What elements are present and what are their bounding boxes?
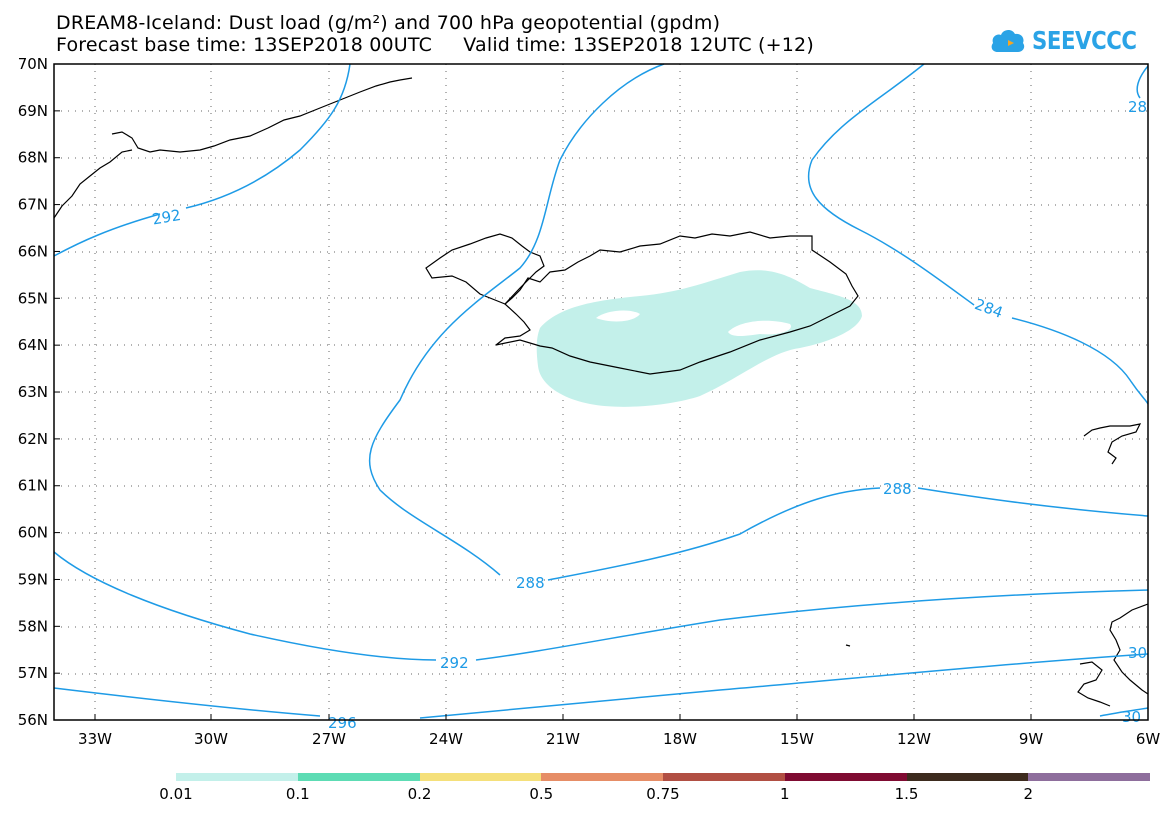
contour-296 (53, 653, 1149, 719)
map-title: DREAM8-Iceland: Dust load (g/m²) and 700… (56, 12, 721, 34)
lon-label-9W: 9W (1019, 730, 1044, 748)
contour-284 (807, 63, 1149, 405)
colorbar-swatch (541, 773, 663, 781)
greenland-coastline (111, 77, 413, 153)
colorbar-label: 0.01 (159, 785, 193, 803)
latitude-axis: 70N 69N 68N 67N 66N 65N 64N 63N 62N 61N 60N 59N 58N 5… (18, 55, 60, 729)
colorbar-label: 0.75 (646, 785, 680, 803)
scotland-coastline (1109, 603, 1149, 695)
contour-292-north (53, 63, 351, 257)
lon-label-18W: 18W (663, 730, 697, 748)
contour-label-30-edge: 30 (1128, 644, 1147, 662)
lat-label-66N: 66N (18, 242, 48, 260)
colorbar-label: 1.5 (894, 785, 919, 803)
lon-label-30W: 30W (194, 730, 228, 748)
lat-label-56N: 56N (18, 711, 48, 729)
westfjords-coastline (425, 233, 545, 305)
lat-label-65N: 65N (18, 289, 48, 307)
contour-label-30-bottom: 30 (1122, 708, 1141, 726)
lat-label-67N: 67N (18, 196, 48, 214)
lat-label-63N: 63N (18, 383, 48, 401)
logo-text: SEEVCCC (1032, 25, 1137, 55)
colorbar-swatch (784, 773, 907, 781)
colorbar-label: 0.1 (285, 785, 310, 803)
lat-label-58N: 58N (18, 617, 48, 635)
colorbar-swatch (176, 773, 298, 781)
cloud-icon (991, 29, 1025, 52)
lat-label-69N: 69N (18, 102, 48, 120)
contour-label-296: 296 (328, 714, 357, 732)
lon-label-6W: 6W (1136, 730, 1161, 748)
lon-label-24W: 24W (429, 730, 463, 748)
lon-label-15W: 15W (780, 730, 814, 748)
lat-label-61N: 61N (18, 477, 48, 495)
lon-label-33W: 33W (78, 730, 112, 748)
colorbar-label: 0.5 (529, 785, 554, 803)
contour-label-288-south: 288 (516, 574, 545, 592)
map-subtitle-times: Forecast base time: 13SEP2018 00UTC Vali… (56, 34, 814, 56)
dust-colorbar (176, 773, 1150, 781)
geopotential-contours (53, 63, 1149, 719)
lat-label-59N: 59N (18, 570, 48, 588)
contour-label-288-east: 288 (883, 480, 912, 498)
coastlines (53, 77, 1149, 707)
iceland-coastline (495, 231, 859, 375)
colorbar-swatch (297, 773, 420, 781)
colorbar-label: 1 (779, 785, 790, 803)
lon-label-27W: 27W (312, 730, 346, 748)
contour-label-292-south: 292 (440, 654, 469, 672)
lat-label-70N: 70N (18, 55, 48, 73)
seevccc-logo: SEEVCCC (990, 20, 1155, 60)
lat-label-60N: 60N (18, 524, 48, 542)
colorbar-swatch (663, 773, 785, 781)
lat-label-62N: 62N (18, 430, 48, 448)
lat-label-57N: 57N (18, 664, 48, 682)
lat-label-64N: 64N (18, 336, 48, 354)
lat-label-68N: 68N (18, 149, 48, 167)
colorbar-label: 0.2 (407, 785, 432, 803)
contour-label-284: 284 (972, 295, 1005, 322)
contour-label-292-north: 292 (151, 206, 182, 229)
colorbar-label: 2 (1023, 785, 1034, 803)
longitude-axis: 33W 30W 27W 24W 21W 18W 15W 12W 9W 6W (78, 714, 1160, 748)
contour-label-28-edge: 28 (1128, 98, 1147, 116)
colorbar-swatch (419, 773, 542, 781)
colorbar-swatch (906, 773, 1029, 781)
contour-292-south (53, 551, 1149, 661)
contour-288-central (368, 63, 1149, 581)
contour-labels: 292 284 288 288 292 296 28 30 30 (151, 98, 1147, 732)
dust-load-area (536, 270, 862, 407)
lon-label-21W: 21W (546, 730, 580, 748)
colorbar-swatch (1028, 773, 1150, 781)
lon-label-12W: 12W (897, 730, 931, 748)
